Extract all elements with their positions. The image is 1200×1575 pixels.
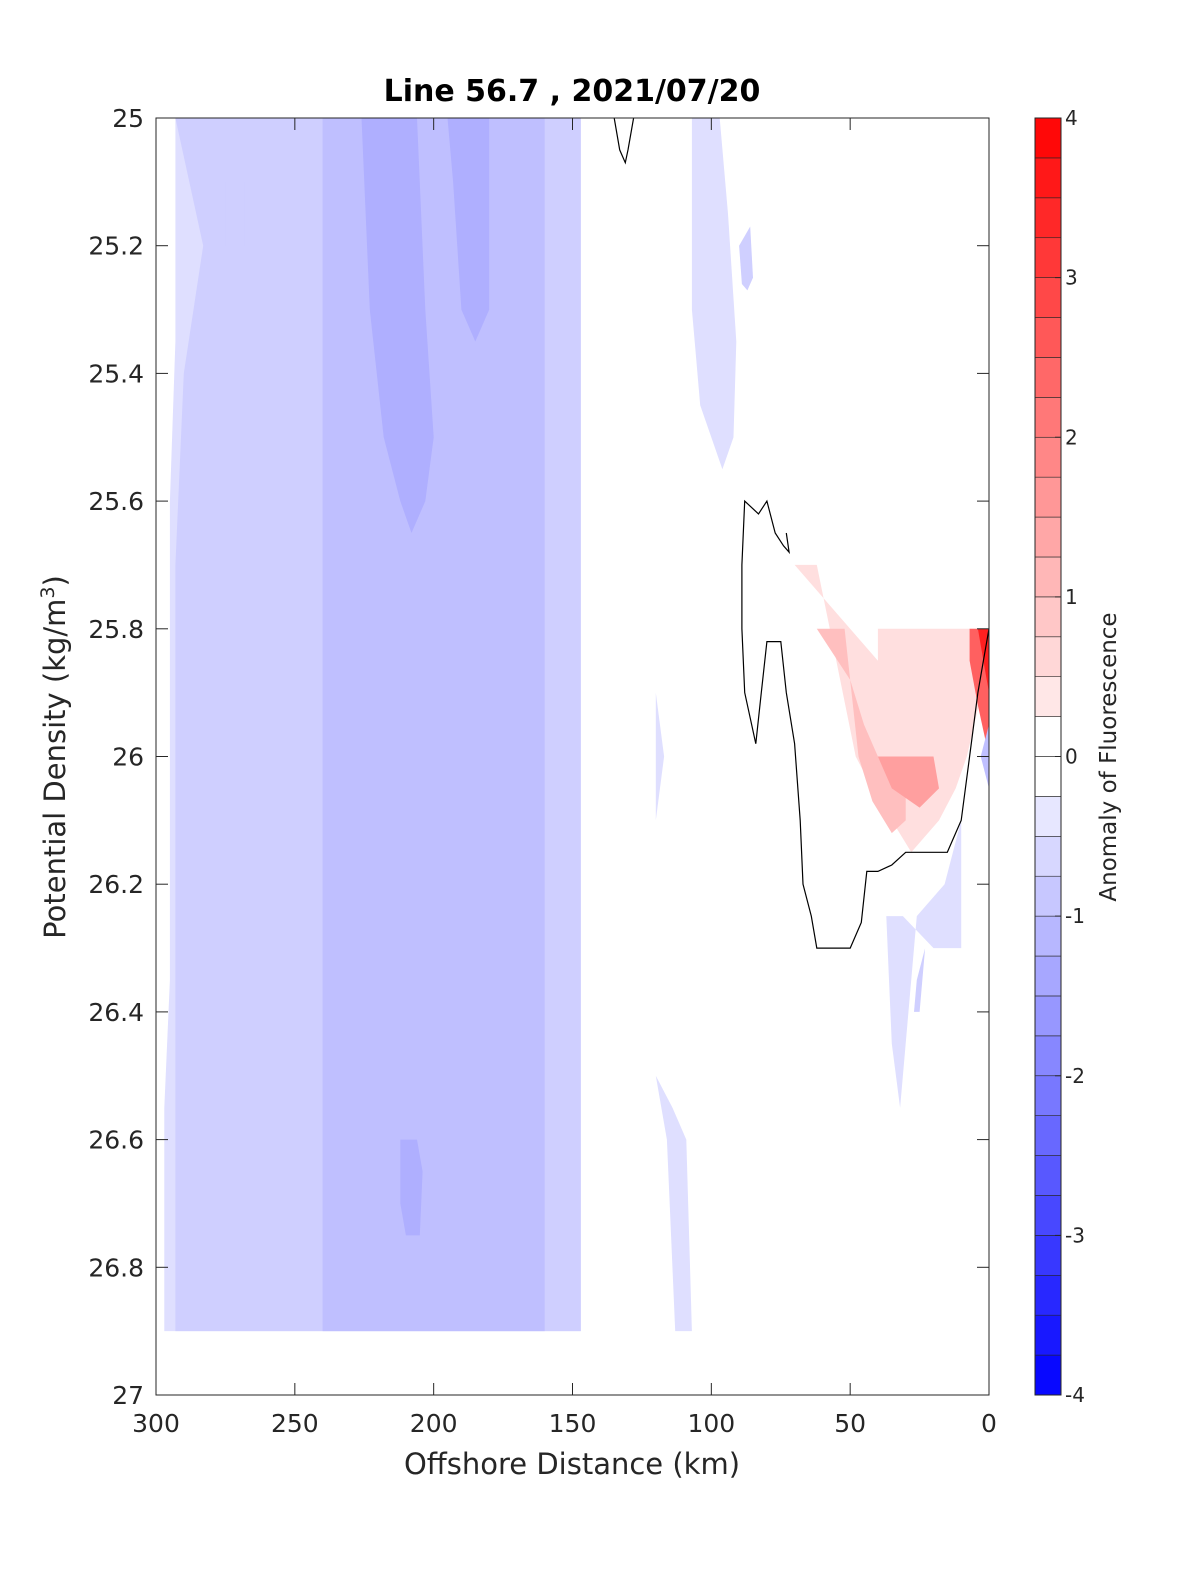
contour-fill-region-8 <box>739 226 753 291</box>
colorbar-cell <box>1034 716 1062 757</box>
colorbar-cell <box>1034 756 1062 797</box>
y-axis-label-close: ) <box>38 575 72 586</box>
colorbar-cell <box>1034 1115 1062 1156</box>
x-tick-label: 0 <box>981 1409 997 1438</box>
y-tick-label: 25.8 <box>88 615 144 644</box>
colorbar-tick-label: 0 <box>1065 745 1078 769</box>
colorbar-cell <box>1034 1035 1062 1077</box>
colorbar-cell <box>1034 556 1062 598</box>
colorbar-tick-label: -2 <box>1065 1064 1085 1088</box>
plot-area: 300 250 200 150 100 50 0 2525.225.425.625.8262… <box>88 104 997 1438</box>
colorbar-cell <box>1034 357 1062 398</box>
contour-fill-region-9 <box>914 948 926 1012</box>
contour-fill-region-15 <box>877 756 939 808</box>
colorbar-cell <box>1034 995 1062 1037</box>
y-axis-label-main: Potential Density (kg/m <box>38 599 72 939</box>
zero-contour-line-0 <box>613 117 635 165</box>
colorbar-cell <box>1034 237 1062 278</box>
y-tick-label: 26 <box>112 743 144 772</box>
y-tick-label: 25.4 <box>88 359 144 388</box>
y-tick-label: 26.6 <box>88 1126 144 1155</box>
contour-fills <box>164 118 989 1332</box>
contour-fill-region-10 <box>361 118 434 533</box>
x-tick-label: 50 <box>834 1409 866 1438</box>
y-tick-label: 25.2 <box>88 232 144 261</box>
colorbar-cell <box>1034 1195 1062 1236</box>
contour-fill-region-6 <box>322 118 545 1332</box>
zero-contour-line-1 <box>741 499 990 949</box>
y-axis-label: Potential Density (kg/m3) <box>37 575 72 939</box>
contour-fill-region-12 <box>400 1139 423 1236</box>
colorbar-cell <box>1034 1075 1062 1116</box>
colorbar-cell <box>1034 836 1062 877</box>
x-axis-ticks: 300 250 200 150 100 50 0 <box>132 118 997 1438</box>
y-axis-ticks: 25 25.2 25.4 25.6 25.8 26 26.2 26.4 26.6 26.8 27 <box>88 104 989 1410</box>
colorbar-cell <box>1034 796 1062 837</box>
colorbar-tick-label: -3 <box>1065 1223 1085 1247</box>
y-tick-label: 27 <box>112 1381 144 1410</box>
colorbar-cell <box>1034 1354 1062 1396</box>
colorbar-cell <box>1034 1314 1062 1356</box>
x-tick-label: 250 <box>271 1409 319 1438</box>
colorbar-tick-label: 4 <box>1065 106 1078 130</box>
y-tick-label: 26.8 <box>88 1253 144 1282</box>
x-tick-label: 300 <box>132 1409 180 1438</box>
contour-fill-region-14 <box>816 628 906 834</box>
contour-fill-region-7 <box>225 181 245 278</box>
colorbar-cell <box>1034 676 1062 717</box>
colorbar-cell <box>1034 915 1062 957</box>
colorbar-cell <box>1034 277 1062 318</box>
colorbar-ticks: -4 -3 -2 -1 0 1 2 3 4 <box>1055 106 1085 1407</box>
y-tick-label: 25 <box>112 104 144 133</box>
x-axis-label: Offshore Distance (km) <box>404 1447 740 1481</box>
contour-fill-region-11 <box>447 118 490 342</box>
colorbar-cell <box>1034 955 1062 997</box>
colorbar-cell <box>1034 875 1062 917</box>
colorbar-cell <box>1034 1235 1062 1276</box>
colorbar-tick-label: -1 <box>1065 904 1085 928</box>
colorbar-label: Anomaly of Fluorescence <box>1096 612 1122 901</box>
colorbar-cell <box>1034 197 1062 239</box>
colorbar-tick-label: 1 <box>1065 585 1078 609</box>
y-tick-label: 25.6 <box>88 487 144 516</box>
colorbar-cell <box>1034 117 1062 159</box>
colorbar-cell <box>1034 317 1062 358</box>
colorbar-cell <box>1034 157 1062 199</box>
x-tick-label: 150 <box>549 1409 597 1438</box>
colorbar-tick-label: 2 <box>1065 425 1078 449</box>
colorbar-cell <box>1034 636 1062 677</box>
x-tick-label: 200 <box>410 1409 458 1438</box>
colorbar-tick-label: 3 <box>1065 266 1078 290</box>
colorbar-tick-label: -4 <box>1065 1383 1085 1407</box>
colorbar-cell <box>1034 1274 1062 1316</box>
y-tick-label: 26.4 <box>88 998 144 1027</box>
colorbar-cell <box>1034 516 1062 558</box>
colorbar: -4 -3 -2 -1 0 1 2 3 4 <box>1034 106 1085 1407</box>
colorbar-cell <box>1034 1155 1062 1196</box>
colorbar-cell <box>1034 596 1062 638</box>
colorbar-cell <box>1034 397 1062 438</box>
contour-fill-region-4 <box>886 820 962 1108</box>
colorbar-cell <box>1034 436 1062 478</box>
contour-fill-region-3 <box>655 692 665 821</box>
chart-title: Line 56.7 , 2021/07/20 <box>384 74 761 109</box>
y-axis-label-superscript: 3 <box>37 586 59 598</box>
x-tick-label: 100 <box>687 1409 735 1438</box>
contour-fill-region-1 <box>691 118 737 470</box>
zero-contour-lines <box>613 117 990 949</box>
contour-fill-region-2 <box>655 1075 692 1332</box>
colorbar-cell <box>1034 476 1062 518</box>
y-tick-label: 26.2 <box>88 870 144 899</box>
